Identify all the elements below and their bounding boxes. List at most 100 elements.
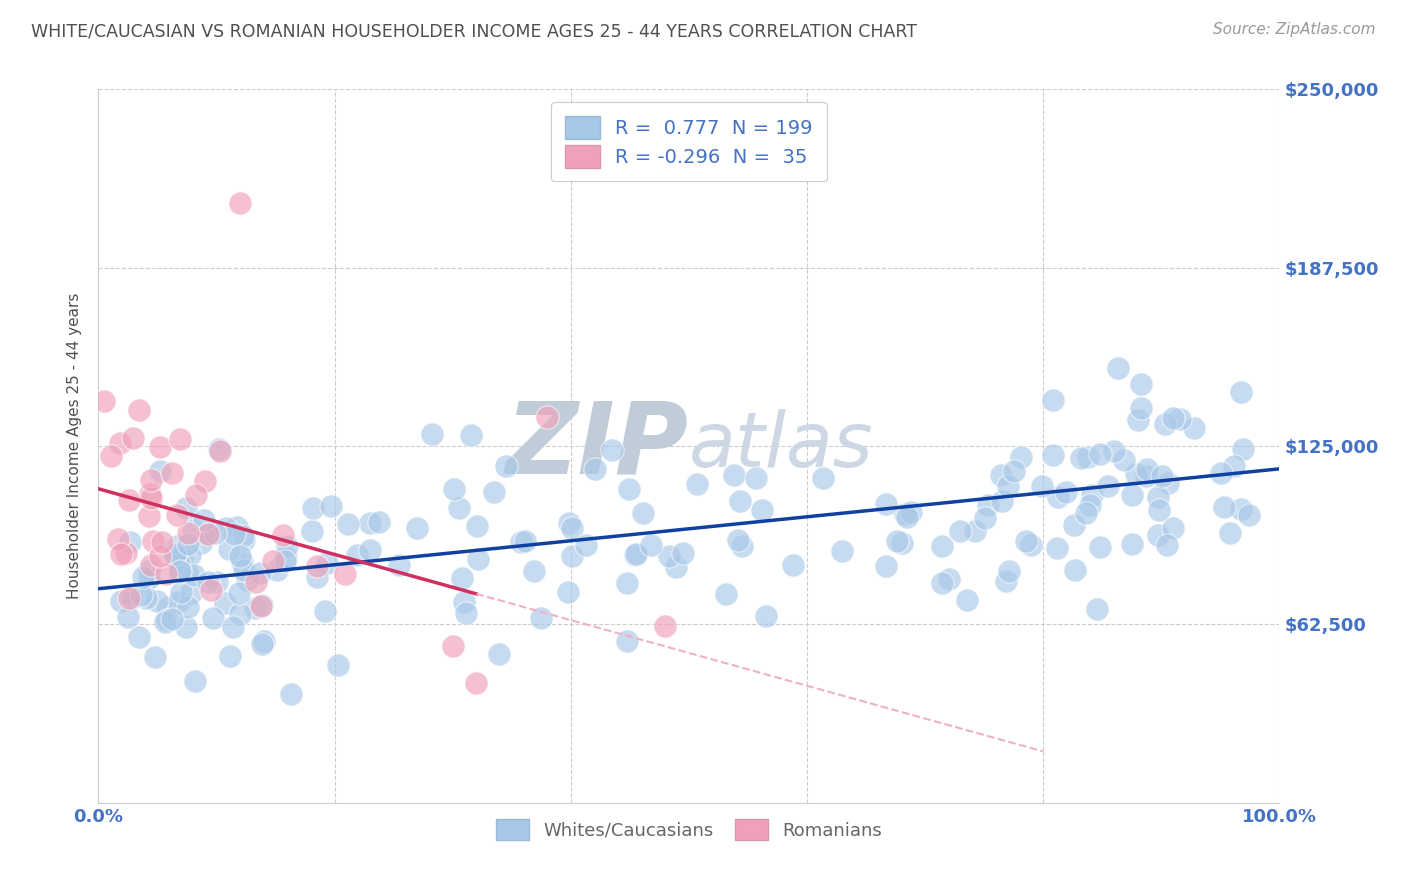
- Point: [218, 541, 240, 556]
- Point: [229, 196, 252, 211]
- Point: [274, 554, 297, 568]
- Point: [250, 599, 273, 613]
- Point: [252, 598, 274, 612]
- Point: [262, 554, 284, 568]
- Y-axis label: Householder Income Ages 25 - 44 years: Householder Income Ages 25 - 44 years: [67, 293, 83, 599]
- Point: [139, 487, 162, 501]
- Point: [174, 500, 197, 515]
- Point: [169, 433, 191, 447]
- Point: [998, 564, 1021, 578]
- Point: [128, 630, 150, 644]
- Point: [201, 611, 224, 625]
- Point: [1212, 500, 1234, 514]
- Point: [658, 549, 681, 563]
- Point: [307, 559, 329, 574]
- Point: [465, 519, 488, 533]
- Point: [205, 575, 228, 590]
- Point: [974, 510, 997, 524]
- Point: [177, 599, 200, 614]
- Point: [209, 444, 232, 458]
- Point: [1042, 448, 1064, 462]
- Point: [536, 410, 558, 425]
- Point: [243, 600, 266, 615]
- Point: [931, 576, 953, 591]
- Point: [1147, 502, 1170, 516]
- Point: [166, 539, 188, 553]
- Point: [233, 563, 256, 577]
- Point: [177, 525, 200, 540]
- Point: [672, 546, 695, 560]
- Point: [482, 484, 505, 499]
- Point: [118, 493, 141, 508]
- Point: [1232, 442, 1254, 456]
- Point: [1126, 413, 1149, 427]
- Point: [1102, 444, 1125, 458]
- Point: [1146, 528, 1168, 542]
- Point: [488, 647, 510, 661]
- Point: [146, 594, 169, 608]
- Point: [229, 549, 252, 563]
- Point: [253, 634, 276, 648]
- Point: [221, 620, 243, 634]
- Point: [222, 527, 245, 541]
- Point: [162, 611, 184, 625]
- Point: [1085, 602, 1108, 616]
- Point: [149, 464, 172, 478]
- Point: [139, 558, 162, 572]
- Point: [337, 517, 360, 532]
- Point: [176, 565, 198, 579]
- Point: [138, 509, 160, 524]
- Point: [214, 596, 236, 610]
- Point: [1161, 521, 1184, 535]
- Point: [170, 551, 193, 566]
- Point: [894, 508, 917, 522]
- Point: [229, 607, 252, 622]
- Point: [600, 443, 623, 458]
- Point: [949, 524, 972, 539]
- Point: [616, 576, 638, 591]
- Point: [186, 488, 208, 502]
- Point: [197, 574, 219, 589]
- Point: [280, 687, 302, 701]
- Point: [727, 533, 749, 547]
- Point: [219, 649, 242, 664]
- Point: [751, 503, 773, 517]
- Point: [1046, 541, 1069, 555]
- Point: [714, 587, 737, 601]
- Point: [443, 483, 465, 497]
- Point: [132, 569, 155, 583]
- Point: [149, 549, 172, 563]
- Point: [179, 586, 201, 600]
- Point: [1129, 377, 1152, 392]
- Point: [900, 505, 922, 519]
- Point: [121, 591, 143, 605]
- Point: [890, 536, 912, 550]
- Point: [215, 521, 238, 535]
- Point: [745, 470, 768, 484]
- Point: [617, 482, 640, 496]
- Point: [1097, 479, 1119, 493]
- Point: [561, 521, 583, 535]
- Point: [204, 525, 226, 540]
- Point: [631, 506, 654, 520]
- Point: [165, 547, 187, 561]
- Point: [575, 538, 598, 552]
- Point: [1047, 490, 1070, 504]
- Point: [1146, 490, 1168, 504]
- Point: [624, 548, 647, 562]
- Point: [301, 524, 323, 538]
- Point: [1090, 447, 1112, 461]
- Point: [138, 571, 160, 585]
- Point: [1156, 538, 1178, 552]
- Point: [977, 498, 1000, 512]
- Point: [1002, 464, 1025, 478]
- Point: [228, 586, 250, 600]
- Point: [368, 515, 391, 529]
- Point: [155, 566, 177, 581]
- Point: [266, 563, 288, 577]
- Point: [495, 458, 517, 473]
- Point: [1130, 401, 1153, 415]
- Point: [232, 529, 254, 543]
- Point: [252, 637, 274, 651]
- Text: Source: ZipAtlas.com: Source: ZipAtlas.com: [1212, 22, 1375, 37]
